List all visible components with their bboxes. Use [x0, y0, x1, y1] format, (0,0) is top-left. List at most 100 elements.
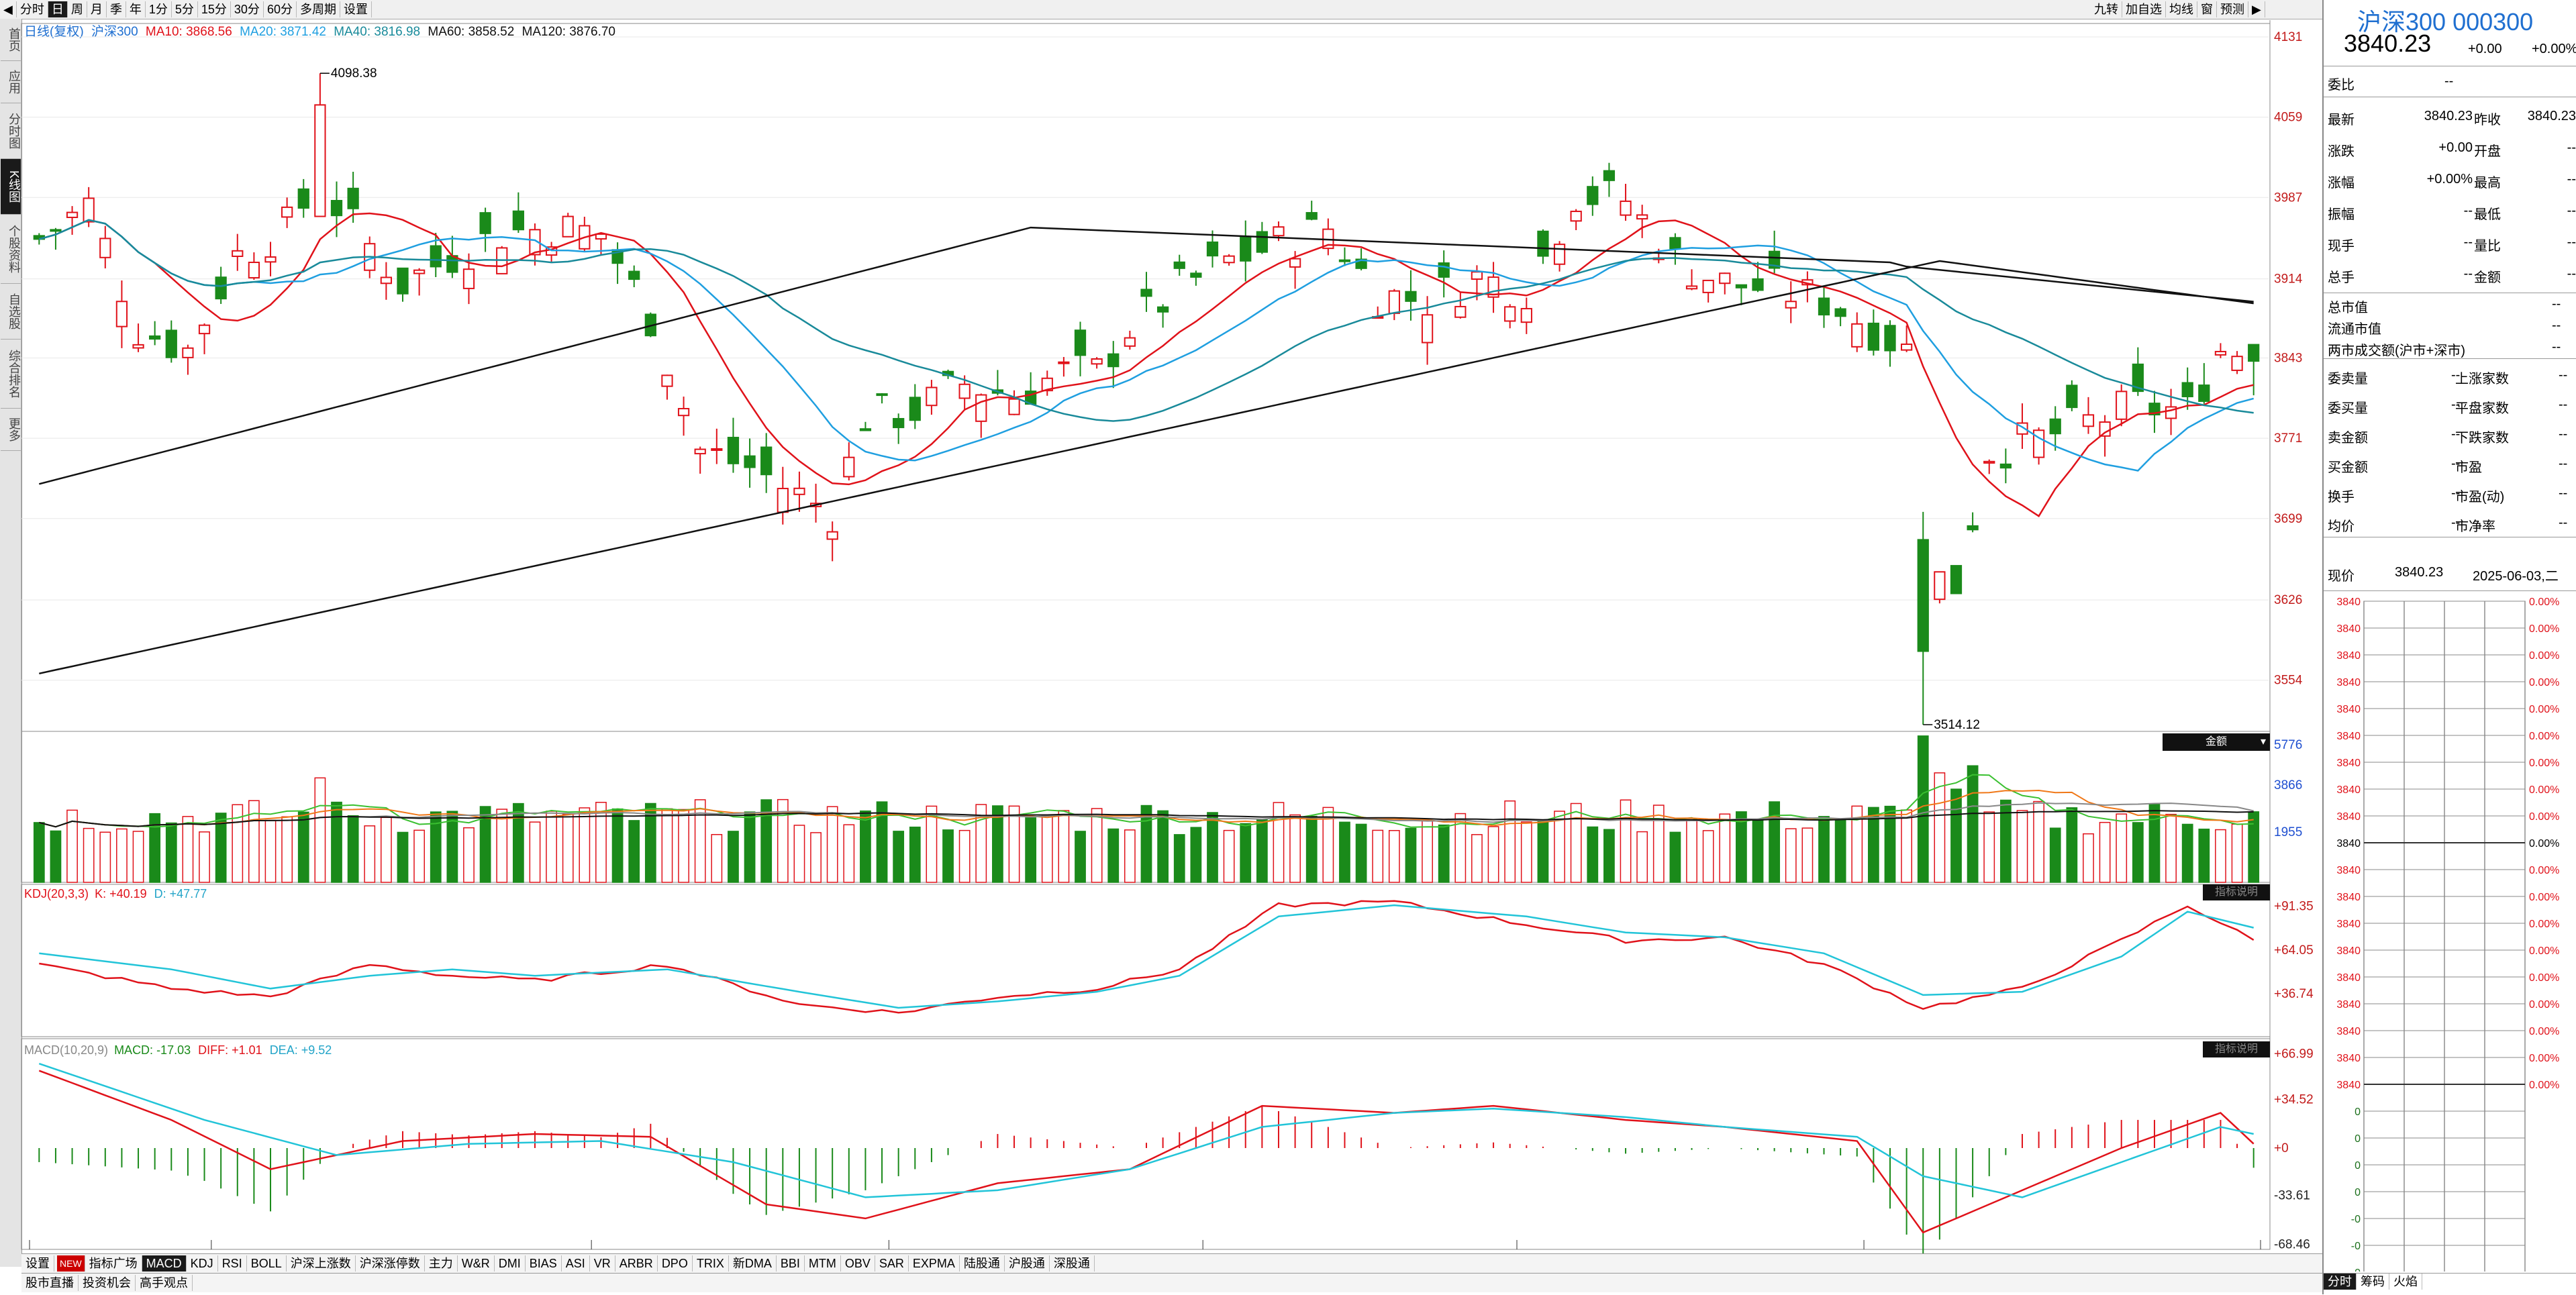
quote-value: --	[2567, 235, 2576, 250]
indicator-tab-1[interactable]: NEW	[57, 1255, 85, 1272]
period-tab-7[interactable]: 5分	[172, 1, 198, 17]
volume-bar	[1008, 805, 1020, 883]
indicator-tab-19[interactable]: BBI	[777, 1255, 805, 1272]
chart-tool-4[interactable]: 预测	[2217, 1, 2248, 17]
quote-label: 市净率	[2455, 519, 2495, 534]
indicator-tab-5[interactable]: RSI	[218, 1255, 247, 1272]
period-toolbar: ◀ 分时日周月季年 1分 5分 15分 30分 60分 多周期 设置	[0, 0, 2322, 19]
volume-bar	[1223, 829, 1235, 883]
period-tab-6[interactable]: 1分	[146, 1, 172, 17]
left-nav-item-5[interactable]: 自选股	[1, 284, 21, 340]
quote-panel: 沪深300 000300 3840.23 +0.00 +0.00% 委比 -- …	[2322, 0, 2576, 1294]
period-tab-12[interactable]: 设置	[340, 1, 372, 17]
quote-label: 现手	[2328, 239, 2355, 254]
left-nav-item-7[interactable]: 更多	[1, 409, 21, 451]
indicator-tab-15[interactable]: ARBR	[615, 1255, 658, 1272]
period-tab-5[interactable]: 年	[126, 1, 146, 17]
volume-bar	[1504, 800, 1516, 883]
quote-footer-tab-1[interactable]: 筹码	[2357, 1274, 2389, 1290]
candle-body	[859, 428, 872, 431]
candle-body	[1058, 361, 1070, 364]
indicator-tab-12[interactable]: BIAS	[526, 1255, 562, 1272]
nav-back-icon[interactable]: ◀	[0, 1, 17, 17]
quote-value: --	[2567, 266, 2576, 281]
period-tab-8[interactable]: 15分	[198, 1, 231, 17]
chart-tool-2[interactable]: 均线	[2166, 1, 2197, 17]
kdj-indicator-tag[interactable]: 指标说明	[2203, 884, 2270, 900]
candle-body	[1091, 358, 1103, 365]
indicator-tab-2[interactable]: 指标广场	[85, 1255, 142, 1272]
indicator-tab-24[interactable]: 陆股通	[960, 1255, 1005, 1272]
quote-footer-tab-0[interactable]: 分时	[2324, 1274, 2357, 1290]
bottom-tab-0[interactable]: 股市直播	[21, 1275, 79, 1291]
indicator-tab-16[interactable]: DPO	[658, 1255, 693, 1272]
indicator-tab-17[interactable]: TRIX	[693, 1255, 729, 1272]
volume-amount-selector[interactable]: 金额 ▾	[2163, 733, 2270, 751]
indicator-tab-11[interactable]: DMI	[495, 1255, 526, 1272]
period-tab-11[interactable]: 多周期	[297, 1, 340, 17]
indicator-tab-21[interactable]: OBV	[841, 1255, 875, 1272]
candle-body	[1520, 307, 1532, 323]
period-tab-2[interactable]: 周	[68, 1, 87, 17]
volume-bar	[1190, 827, 1202, 883]
chart-tool-1[interactable]: 加自选	[2122, 1, 2166, 17]
mini-axis-right-label: 0.00%	[2529, 731, 2559, 742]
indicator-tab-20[interactable]: MTM	[805, 1255, 841, 1272]
volume-bar	[50, 830, 62, 883]
period-tab-3[interactable]: 月	[87, 1, 107, 17]
quote-value: --	[2567, 203, 2576, 218]
chart-tool-3[interactable]: 窗	[2197, 1, 2217, 17]
left-nav-item-4[interactable]: 个股资料	[1, 215, 21, 284]
indicator-tab-10[interactable]: W&R	[458, 1255, 495, 1272]
indicator-tab-9[interactable]: 主力	[425, 1255, 458, 1272]
mini-intraday-chart[interactable]: 3840 3840 3840 3840 3840 3840 3840 3840 3840 3840…	[2324, 590, 2576, 1272]
quote-label: 市盈(动)	[2455, 490, 2505, 505]
indicator-tab-23[interactable]: EXPMA	[909, 1255, 960, 1272]
indicator-tab-25[interactable]: 沪股通	[1005, 1255, 1050, 1272]
chart-tool-0[interactable]: 九转	[2091, 1, 2122, 17]
period-tab-1[interactable]: 日	[48, 1, 68, 17]
indicator-tab-13[interactable]: ASI	[562, 1255, 590, 1272]
left-nav-item-6[interactable]: 综合排名	[1, 340, 21, 409]
quote-label: 涨跌	[2328, 144, 2355, 159]
indicator-tab-4[interactable]: KDJ	[187, 1255, 218, 1272]
indicator-tab-14[interactable]: VR	[590, 1255, 615, 1272]
period-tab-4[interactable]: 季	[107, 1, 126, 17]
volume-bar	[2198, 828, 2210, 883]
quote-label: 委买量	[2328, 401, 2368, 416]
period-tab-10[interactable]: 60分	[264, 1, 297, 17]
indicator-tab-18[interactable]: 新DMA	[729, 1255, 777, 1272]
left-nav-item-3[interactable]: K线图	[1, 159, 21, 215]
left-nav-item-1[interactable]: 应用	[1, 61, 21, 103]
mini-axis-left-label: -0	[2351, 1267, 2361, 1272]
quote-price: 3840.23	[2344, 30, 2432, 57]
volume-bar	[33, 822, 45, 883]
quote-label: 下跌家数	[2455, 431, 2509, 446]
indicator-tab-22[interactable]: SAR	[875, 1255, 909, 1272]
quote-footer-tab-2[interactable]: 火焰	[2389, 1274, 2422, 1290]
macd-indicator-tag[interactable]: 指标说明	[2203, 1041, 2270, 1057]
indicator-tab-7[interactable]: 沪深上涨数	[287, 1255, 356, 1272]
indicator-tab-0[interactable]: 设置	[21, 1255, 54, 1272]
kline-chart[interactable]: 4098.38 3514.12 4131 4059 3987 3914 3843 3771 3…	[0, 0, 2322, 1268]
left-nav-item-2[interactable]: 分时图	[1, 103, 21, 159]
period-tab-9[interactable]: 30分	[231, 1, 264, 17]
bottom-tab-2[interactable]: 高手观点	[136, 1275, 193, 1291]
indicator-tab-8[interactable]: 沪深涨停数	[356, 1255, 425, 1272]
nav-forward-icon[interactable]: ▶	[2248, 1, 2265, 17]
indicator-tab-6[interactable]: BOLL	[247, 1255, 287, 1272]
macd-diff-line	[38, 1070, 2255, 1234]
indicator-tab-3[interactable]: MACD	[142, 1255, 187, 1272]
volume-bar	[777, 798, 789, 883]
bottom-tab-1[interactable]: 投资机会	[79, 1275, 136, 1291]
candle-body	[926, 386, 938, 407]
candle-body	[1570, 211, 1582, 222]
volume-bar	[1388, 830, 1400, 883]
mini-axis-right-label: 0.00%	[2529, 784, 2559, 796]
period-tab-0[interactable]: 分时	[17, 1, 48, 17]
left-nav-item-0[interactable]: 首页	[1, 19, 21, 61]
candle-body	[430, 245, 442, 268]
indicator-tab-26[interactable]: 深股通	[1050, 1255, 1095, 1272]
mini-axis-left-label: 3840	[2336, 892, 2361, 903]
mini-axis-left-label: 3840	[2336, 623, 2361, 635]
